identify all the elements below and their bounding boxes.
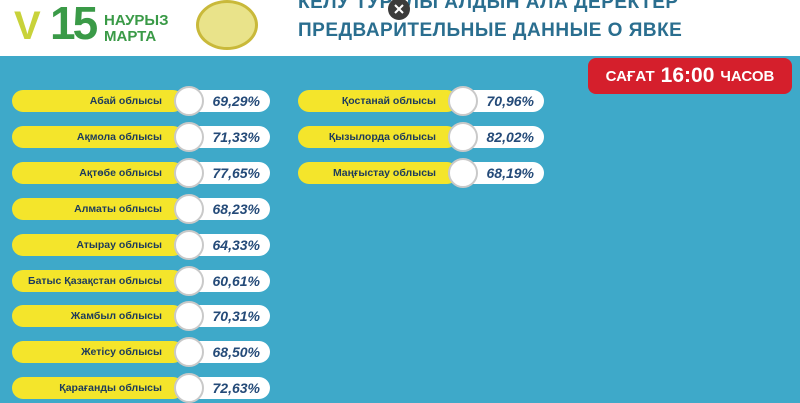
region-emblem (174, 301, 204, 332)
logo-mark: V (14, 4, 41, 48)
time-value: 16:00 (660, 64, 715, 87)
logo-number: 15 (50, 0, 98, 49)
turnout-value: 64,33% (186, 233, 270, 256)
turnout-value: 60,61% (186, 269, 270, 292)
region-emblem (174, 337, 204, 368)
turnout-value: 69,29% (186, 90, 270, 112)
turnout-value: 68,50% (186, 341, 270, 364)
region-label: Ақтөбе облысы (12, 161, 184, 184)
region-emblem (448, 86, 478, 116)
region-emblem (174, 229, 204, 260)
logo-text: НАУРЫЗ (104, 12, 169, 29)
title-ru: ПРЕДВАРИТЕЛЬНЫЕ ДАННЫЕ О ЯВКЕ (298, 20, 683, 41)
close-icon (394, 4, 404, 14)
emblem (196, 0, 258, 50)
turnout-value: 71,33% (186, 125, 270, 148)
time-badge: САҒАТ 16:00 ЧАСОВ (588, 58, 792, 94)
turnout-value: 70,96% (460, 90, 544, 112)
region-emblem (448, 157, 478, 188)
turnout-value: 82,02% (460, 125, 544, 148)
region-label: Жамбыл облысы (12, 305, 184, 328)
time-suffix: ЧАСОВ (720, 67, 775, 85)
time-prefix: САҒАТ (605, 67, 655, 85)
turnout-value: 68,19% (460, 161, 544, 184)
region-emblem (174, 265, 204, 296)
title-kz: КЕЛУ ТУРАЛЫ АЛДЫН АЛА ДЕРЕКТЕР (298, 0, 679, 13)
region-label: Атырау облысы (12, 233, 184, 256)
region-label: Маңғыстау облысы (298, 161, 458, 184)
region-emblem (174, 121, 204, 152)
region-emblem (174, 193, 204, 224)
region-label: Қостанай облысы (298, 90, 458, 112)
region-label: Абай облысы (12, 90, 184, 112)
region-label: Қызылорда облысы (298, 125, 458, 148)
region-emblem (174, 157, 204, 188)
region-emblem (174, 86, 204, 116)
region-label: Ақмола облысы (12, 125, 184, 148)
turnout-value: 77,65% (186, 161, 270, 184)
turnout-value: 72,63% (186, 377, 270, 400)
logo-text: МАРТА (104, 28, 157, 45)
close-button[interactable] (388, 0, 410, 20)
region-emblem (448, 121, 478, 152)
region-label: Қарағанды облысы (12, 377, 184, 400)
turnout-value: 70,31% (186, 305, 270, 328)
region-label: Батыс Қазақстан облысы (12, 269, 184, 292)
region-label: Жетісу облысы (12, 341, 184, 364)
region-label: Алматы облысы (12, 197, 184, 220)
turnout-value: 68,23% (186, 197, 270, 220)
region-emblem (174, 373, 204, 403)
